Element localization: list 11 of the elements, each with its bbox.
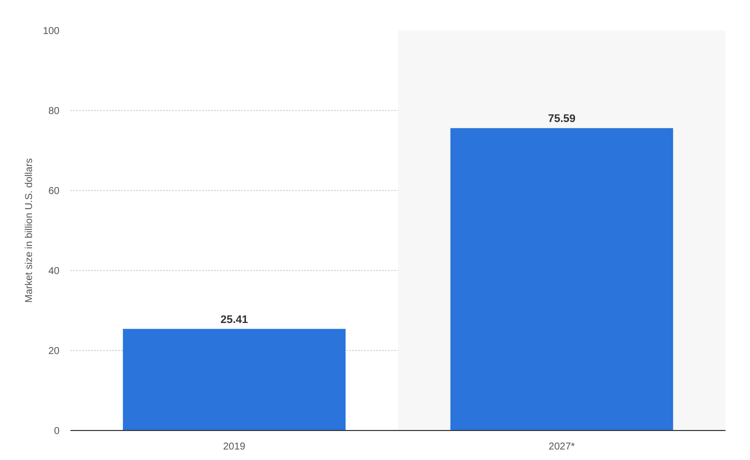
data-label: 25.41: [220, 314, 248, 326]
x-tick-label: 2019: [223, 442, 246, 452]
y-tick-label: 20: [48, 346, 60, 357]
y-axis-title: Market size in billion U.S. dollars: [24, 158, 35, 303]
y-tick-label: 40: [48, 266, 60, 277]
x-tick-label: 2027*: [548, 442, 575, 452]
y-tick-label: 80: [48, 106, 60, 117]
y-tick-label: 100: [42, 26, 60, 37]
y-tick-label: 60: [48, 186, 60, 197]
data-label: 75.59: [548, 113, 576, 126]
y-tick-label: 0: [54, 426, 60, 437]
